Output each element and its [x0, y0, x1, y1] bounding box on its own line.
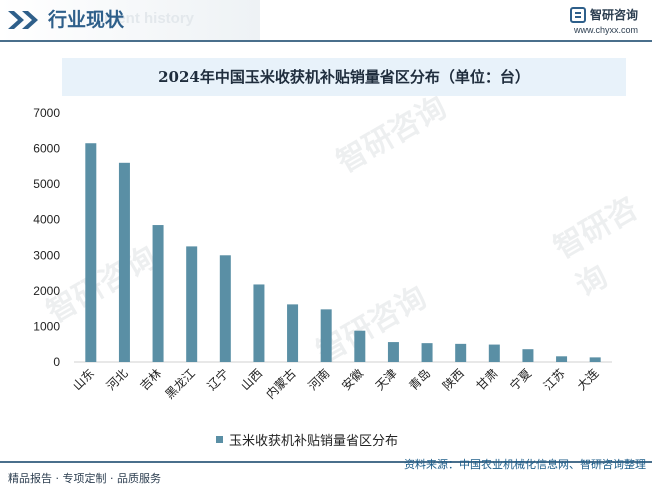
chart-title: 2024年中国玉米收获机补贴销量省区分布（单位：台）: [158, 68, 530, 86]
legend-label: 玉米收获机补贴销量省区分布: [229, 434, 399, 449]
y-tick-label: 1000: [33, 319, 60, 333]
x-tick-label: 宁夏: [506, 366, 534, 394]
double-chevron-icon: [8, 11, 38, 29]
y-tick-label: 4000: [33, 213, 60, 227]
bar: [186, 246, 198, 362]
y-tick-label: 0: [53, 355, 60, 369]
legend-swatch: [216, 436, 223, 443]
bar: [455, 343, 467, 362]
x-tick-label: 青岛: [406, 366, 434, 394]
brand: 智研咨询 www.chyxx.com: [569, 6, 638, 35]
legend: 玉米收获机补贴销量省区分布: [216, 430, 398, 449]
x-tick-label: 甘肃: [474, 366, 501, 393]
y-tick-label: 5000: [33, 177, 60, 191]
header-bar: [0, 0, 260, 40]
x-tick-label: 陕西: [439, 366, 467, 394]
bar: [85, 143, 97, 362]
x-tick-label: 吉林: [137, 366, 164, 393]
header-ghost-text: ment history: [104, 10, 195, 27]
x-tick-label: 河南: [305, 366, 333, 394]
header-divider: [0, 40, 652, 42]
x-tick-label: 辽宁: [204, 366, 232, 394]
source-note: 资料来源：中国农业机械化信息网、智研咨询整理: [404, 458, 646, 471]
bar: [387, 342, 399, 362]
x-tick-label: 内蒙古: [263, 366, 299, 402]
x-tick-label: 山东: [70, 366, 97, 393]
footer: 精品报告 · 专项定制 · 品质服务 资料来源：中国农业机械化信息网、智研咨询整…: [0, 458, 652, 491]
chart-title-box: 2024年中国玉米收获机补贴销量省区分布（单位：台）: [62, 58, 626, 96]
bar: [253, 284, 265, 362]
footer-divider: [0, 461, 652, 463]
x-tick-label: 黑龙江: [162, 366, 197, 401]
bar: [488, 344, 500, 362]
bar: [556, 356, 568, 362]
x-tick-label: 大连: [574, 366, 602, 394]
header: ment history 行业现状 智研咨询 www.chyxx.com: [0, 0, 652, 42]
brand-logo-icon: [569, 6, 586, 23]
bar: [589, 357, 601, 362]
footer-tagline: 精品报告 · 专项定制 · 品质服务: [8, 472, 161, 485]
bar: [421, 343, 433, 362]
bar: [522, 349, 534, 362]
y-tick-label: 3000: [33, 248, 60, 262]
x-tick-label: 河北: [104, 366, 131, 393]
y-tick-label: 7000: [33, 106, 60, 120]
bar: [287, 304, 299, 362]
page-title: 行业现状: [48, 9, 125, 31]
brand-name: 智研咨询: [589, 8, 638, 22]
x-tick-label: 安徽: [338, 366, 366, 394]
brand-url: www.chyxx.com: [573, 25, 638, 35]
y-tick-label: 2000: [33, 284, 60, 298]
bar: [152, 225, 164, 362]
bar: [219, 255, 231, 362]
bar: [320, 309, 332, 362]
x-tick-label: 江苏: [541, 366, 568, 393]
x-tick-label: 天津: [373, 366, 400, 393]
y-tick-label: 6000: [33, 142, 60, 156]
bar: [354, 330, 366, 362]
x-tick-label: 山西: [238, 366, 265, 393]
bar: [118, 162, 130, 362]
